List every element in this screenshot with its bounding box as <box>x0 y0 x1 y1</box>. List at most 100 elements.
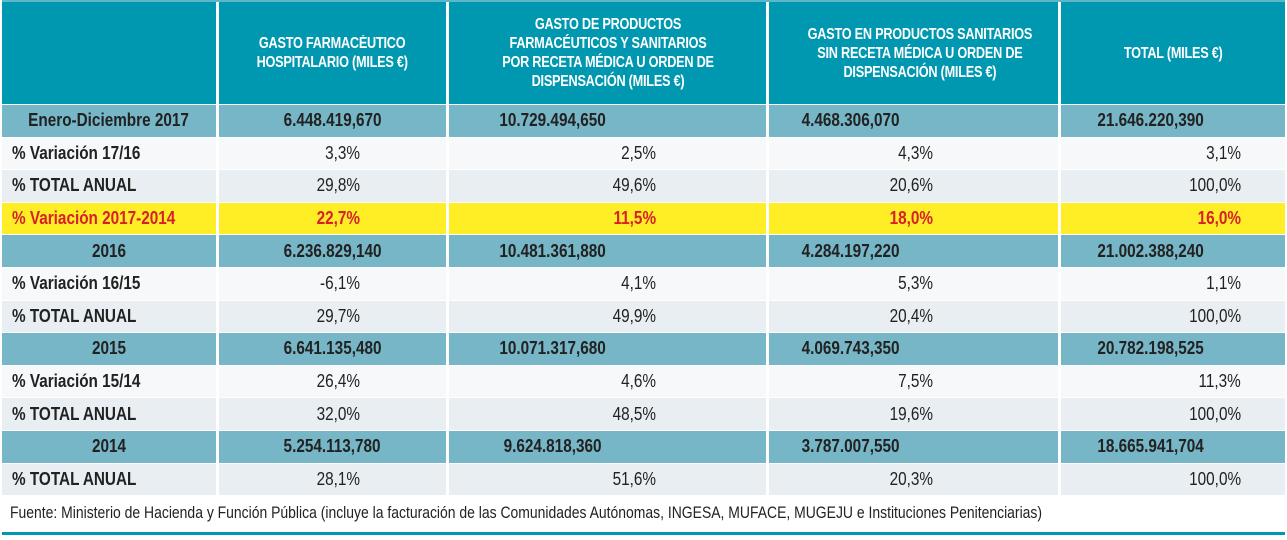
row-label-text: % TOTAL ANUAL <box>12 305 137 326</box>
row-label: % Variación 2017-2014 <box>2 201 219 235</box>
cell-value: 19,6% <box>769 397 1061 430</box>
cell-value: 11,5% <box>449 201 769 235</box>
cell-value: 18,0% <box>769 201 1061 235</box>
row-label-text: 2015 <box>91 338 127 359</box>
top-rule <box>2 0 1285 2</box>
cell-value: 32,0% <box>219 397 449 430</box>
cell-value: 20,6% <box>769 169 1061 202</box>
cell-value: 6.641.135,480 <box>219 332 449 365</box>
cell-value-text: 22,7% <box>316 208 360 229</box>
cell-value: -6,1% <box>219 266 449 300</box>
cell-value: 3,3% <box>219 136 449 170</box>
row-label-text: % TOTAL ANUAL <box>12 468 137 489</box>
header-hospital-spending: GASTO FARMACÉUTICO HOSPITALARIO (MILES €) <box>219 2 449 104</box>
header-non-prescription-spending: GASTO EN PRODUCTOS SANITARIOS SIN RECETA … <box>769 2 1061 104</box>
header-total: TOTAL (MILES €) <box>1061 2 1285 104</box>
table-row-total: % TOTAL ANUAL 29,8% 49,6% 20,6% 100,0% <box>2 169 1285 202</box>
cell-value: 4,1% <box>449 266 769 300</box>
cell-value-text: 2,5% <box>621 142 656 163</box>
row-label-text: % Variación 2017-2014 <box>12 208 176 229</box>
cell-value: 20,3% <box>769 462 1061 496</box>
cell-value-text: 5.254.113,780 <box>283 436 382 457</box>
cell-value-text: 20.782.198,525 <box>1097 338 1205 359</box>
table-row-variacion: % Variación 16/15 -6,1% 4,1% 5,3% 1,1% <box>2 266 1285 300</box>
cell-value-text: 32,0% <box>316 403 360 424</box>
header-corner <box>2 2 219 104</box>
cell-value-text: 18,0% <box>889 208 933 229</box>
cell-value-text: 6.448.419,670 <box>283 110 382 131</box>
cell-value: 49,6% <box>449 169 769 202</box>
table-row-total: % TOTAL ANUAL 32,0% 48,5% 19,6% 100,0% <box>2 397 1285 430</box>
cell-value-text: 4.069.743,350 <box>802 338 900 359</box>
column-header-line: DISPENSACIÓN (MILES €) <box>843 63 997 81</box>
table-body: Enero-Diciembre 2017 6.448.419,670 10.729.… <box>2 104 1285 496</box>
cell-value-text: 11,3% <box>1198 371 1241 392</box>
cell-value-text: 10.729.494,650 <box>499 110 606 131</box>
row-label: 2016 <box>2 234 219 267</box>
cell-value-text: 28,1% <box>316 468 360 489</box>
cell-value-text: 6.236.829,140 <box>283 240 382 261</box>
cell-value: 4.284.197,220 <box>769 234 1061 267</box>
bottom-rule <box>2 532 1285 535</box>
pharma-spending-table: GASTO FARMACÉUTICO HOSPITALARIO (MILES €)… <box>2 2 1285 496</box>
cell-value-text: 11,5% <box>613 208 656 229</box>
row-label: 2014 <box>2 429 219 463</box>
table-row-total: % TOTAL ANUAL 28,1% 51,6% 20,3% 100,0% <box>2 462 1285 496</box>
row-label-text: 2014 <box>91 436 127 457</box>
cell-value: 10.481.361,880 <box>449 234 769 267</box>
cell-value: 11,3% <box>1061 364 1285 398</box>
table-row-variacion: % Variación 17/16 3,3% 2,5% 4,3% 3,1% <box>2 136 1285 170</box>
cell-value: 10.071.317,680 <box>449 332 769 365</box>
cell-value: 49,9% <box>449 299 769 333</box>
cell-value: 4.468.306,070 <box>769 104 1061 137</box>
row-label-text: Enero-Diciembre 2017 <box>28 110 190 131</box>
row-label: Enero-Diciembre 2017 <box>2 104 219 137</box>
cell-value-text: 10.071.317,680 <box>499 338 606 359</box>
cell-value-text: 20,4% <box>889 305 933 326</box>
row-label: % Variación 16/15 <box>2 266 219 300</box>
cell-value-text: 9.624.818,360 <box>503 436 602 457</box>
cell-value-text: 100,0% <box>1189 403 1241 424</box>
table-row-year: 2014 5.254.113,780 9.624.818,360 3.787.007,… <box>2 429 1285 463</box>
header-row: GASTO FARMACÉUTICO HOSPITALARIO (MILES €)… <box>2 2 1285 104</box>
cell-value: 29,8% <box>219 169 449 202</box>
cell-value-text: -6,1% <box>320 273 360 294</box>
cell-value-text: 49,9% <box>612 305 656 326</box>
header-prescription-spending: GASTO DE PRODUCTOS FARMACÉUTICOS Y SANITA… <box>449 2 769 104</box>
cell-value-text: 20,6% <box>889 175 933 196</box>
row-label: % TOTAL ANUAL <box>2 397 219 430</box>
table-row-year: 2016 6.236.829,140 10.481.361,880 4.284.197… <box>2 234 1285 267</box>
cell-value: 7,5% <box>769 364 1061 398</box>
table-row-total: % TOTAL ANUAL 29,7% 49,9% 20,4% 100,0% <box>2 299 1285 333</box>
column-header-line: POR RECETA MÉDICA U ORDEN DE <box>501 54 714 71</box>
column-header-line: TOTAL (MILES €) <box>1123 44 1223 62</box>
cell-value-text: 29,7% <box>316 305 360 326</box>
row-label: % TOTAL ANUAL <box>2 299 219 333</box>
cell-value: 100,0% <box>1061 462 1285 496</box>
table-row-highlight: % Variación 2017-2014 22,7% 11,5% 18,0% 16,0… <box>2 201 1285 235</box>
cell-value: 16,0% <box>1061 201 1285 235</box>
column-header-line: GASTO EN PRODUCTOS SANITARIOS <box>807 25 1033 43</box>
cell-value: 4,3% <box>769 136 1061 170</box>
cell-value: 3,1% <box>1061 136 1285 170</box>
cell-value: 48,5% <box>449 397 769 430</box>
row-label: % Variación 17/16 <box>2 136 219 170</box>
cell-value: 22,7% <box>219 201 449 235</box>
column-header-line: GASTO DE PRODUCTOS <box>534 16 681 33</box>
column-header-line: HOSPITALARIO (MILES €) <box>256 54 409 71</box>
cell-value: 9.624.818,360 <box>449 429 769 463</box>
cell-value: 4.069.743,350 <box>769 332 1061 365</box>
cell-value-text: 19,6% <box>889 403 933 424</box>
column-header-line: FARMACÉUTICOS Y SANITARIOS <box>508 35 706 52</box>
cell-value-text: 18.665.941,704 <box>1097 436 1205 457</box>
cell-value-text: 20,3% <box>889 468 933 489</box>
row-label: % TOTAL ANUAL <box>2 462 219 496</box>
cell-value: 18.665.941,704 <box>1061 429 1285 463</box>
table-row-year: Enero-Diciembre 2017 6.448.419,670 10.729.… <box>2 104 1285 137</box>
cell-value-text: 4,6% <box>621 371 656 392</box>
cell-value-text: 3.787.007,550 <box>802 436 900 457</box>
cell-value: 3.787.007,550 <box>769 429 1061 463</box>
row-label-text: 2016 <box>91 240 127 261</box>
cell-value: 100,0% <box>1061 299 1285 333</box>
